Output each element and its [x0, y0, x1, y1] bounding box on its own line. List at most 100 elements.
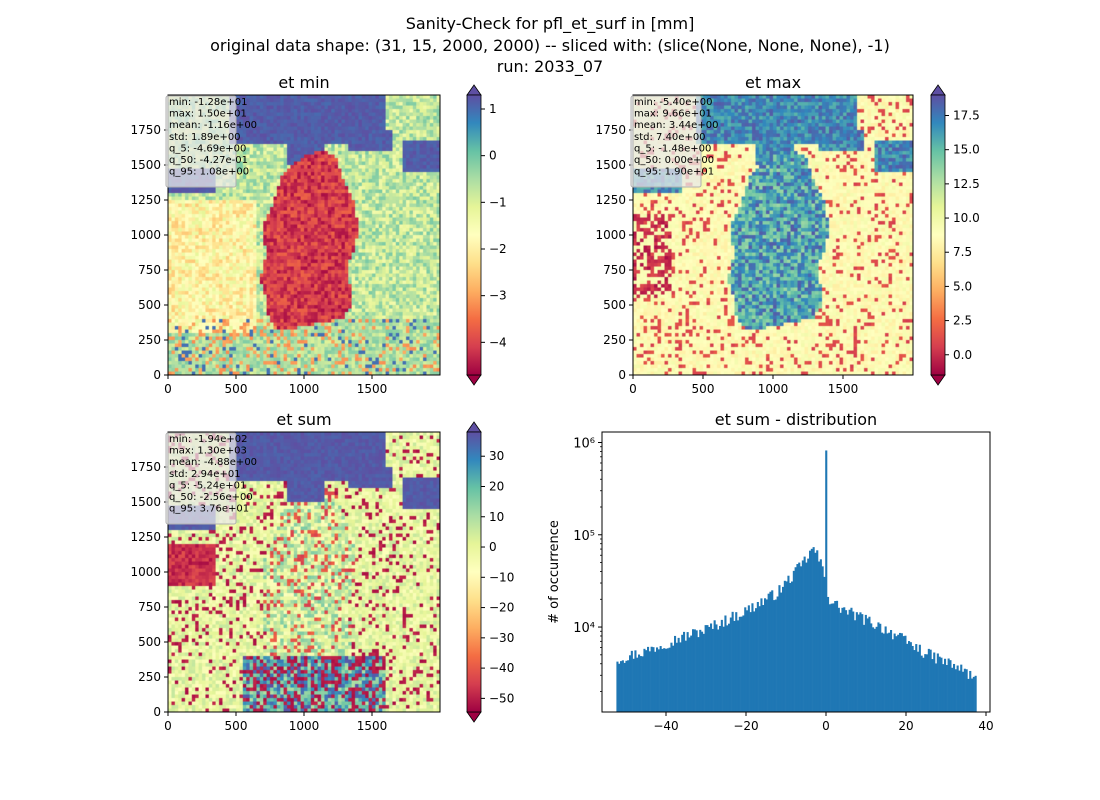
- histogram-frame: [601, 431, 991, 713]
- histogram-bar: [647, 646, 650, 712]
- histogram-ylabel: # of occurrence: [547, 520, 562, 624]
- histogram-bar: [908, 641, 911, 712]
- colorbar-tick-label: 0: [489, 149, 497, 163]
- x-tick-label: −20: [733, 719, 758, 733]
- histogram-bar: [942, 664, 945, 712]
- stats-line: min: -1.28e+01: [169, 97, 248, 108]
- colorbar-tick-label: −4: [489, 335, 507, 349]
- histogram-bar: [747, 605, 750, 712]
- histogram-bar: [823, 576, 826, 712]
- histogram-bar: [706, 625, 709, 712]
- histogram-bar: [938, 656, 941, 712]
- histogram-bar: [818, 561, 821, 712]
- stats-line: mean: -4.88e+00: [169, 457, 257, 468]
- histogram-bar: [634, 650, 637, 712]
- histogram-bar: [940, 657, 943, 712]
- histogram-bar: [857, 614, 860, 712]
- histogram-bar: [798, 562, 801, 712]
- stats-line: q_95: 3.76e+01: [169, 504, 249, 515]
- histogram-bar: [931, 659, 934, 712]
- y-tick-label: 1000: [595, 228, 626, 242]
- histogram-bar: [657, 649, 660, 712]
- histogram-bar: [821, 566, 824, 712]
- histogram-bar: [911, 645, 914, 712]
- histogram-bar: [690, 635, 693, 712]
- histogram-bar: [663, 648, 666, 712]
- histogram-bar: [873, 628, 876, 712]
- histogram-bar: [913, 650, 916, 712]
- y-tick-label: 250: [603, 333, 626, 347]
- y-tick-label: 1500: [130, 158, 161, 172]
- histogram-bar: [695, 630, 698, 712]
- histogram-bar: [782, 586, 785, 712]
- histogram-bar: [827, 596, 830, 712]
- histogram-bar: [839, 612, 842, 712]
- histogram-bar: [900, 633, 903, 712]
- histogram-bar: [904, 635, 907, 712]
- histogram-bar: [800, 566, 803, 712]
- histogram-bar: [629, 655, 632, 712]
- histogram-bar: [879, 623, 882, 712]
- histogram-bar: [756, 601, 759, 712]
- histogram-bar: [872, 627, 875, 712]
- stats-line: q_5: -1.48e+00: [634, 143, 711, 154]
- histogram-title: et sum - distribution: [715, 410, 877, 429]
- histogram-bar: [832, 603, 835, 712]
- x-tick-label: 1000: [758, 382, 789, 396]
- histogram-bar: [731, 611, 734, 712]
- histogram-bar: [868, 616, 871, 712]
- colorbar-tick-label: −2: [489, 242, 507, 256]
- histogram-bar: [630, 650, 633, 712]
- histogram-bar: [803, 556, 806, 712]
- colorbar-bar: [466, 94, 482, 376]
- histogram-bar: [693, 629, 696, 712]
- histogram-bar: [971, 678, 974, 712]
- x-tick-label: 0: [164, 719, 172, 733]
- histogram-bars: [616, 450, 977, 712]
- histogram-bar: [697, 637, 700, 712]
- histogram-bar: [625, 660, 628, 712]
- histogram-bar: [953, 663, 956, 712]
- histogram-bar: [701, 631, 704, 712]
- histogram-bar: [917, 651, 920, 712]
- histogram-bar: [807, 558, 810, 712]
- stats-box-background: [630, 95, 702, 188]
- histogram-bar: [751, 603, 754, 712]
- histogram-bar: [710, 623, 713, 712]
- stats-box-background: [165, 95, 237, 188]
- colorbar-tick-label: −10: [489, 570, 514, 584]
- histogram-bar: [648, 651, 651, 712]
- histogram-bar: [812, 547, 815, 712]
- y-tick-label: 1000: [130, 565, 161, 579]
- histogram-bar: [891, 639, 894, 712]
- histogram-bar: [861, 614, 864, 712]
- histogram-bar: [864, 614, 867, 712]
- histogram-bar: [713, 620, 716, 712]
- histogram-bar: [893, 633, 896, 712]
- heatmap-title: et max: [745, 73, 801, 92]
- histogram-bar: [888, 632, 891, 712]
- histogram-bar: [962, 671, 965, 712]
- histogram-bar: [787, 575, 790, 712]
- x-tick-label: −40: [653, 719, 678, 733]
- y-tick-label: 250: [138, 670, 161, 684]
- histogram-bar: [670, 642, 673, 712]
- x-tick-label: 40: [978, 719, 993, 733]
- histogram-bar: [656, 647, 659, 712]
- y-tick-label: 0: [153, 705, 161, 719]
- colorbar: 30 20 10 0 −10 −20 −30 −40 −50: [466, 421, 514, 723]
- stats-line: q_50: -2.56e+00: [169, 492, 253, 503]
- stats-box-background: [165, 432, 237, 525]
- colorbar-tick-label: −40: [489, 661, 514, 675]
- histogram-bar: [789, 582, 792, 712]
- histogram-bar: [882, 633, 885, 712]
- histogram-bar: [641, 656, 644, 712]
- y-tick-label: 1750: [595, 123, 626, 137]
- histogram-bar: [927, 648, 930, 712]
- histogram-bar: [828, 604, 831, 712]
- stats-line: std: 7.40e+00: [634, 132, 706, 143]
- histogram-bar: [769, 591, 772, 712]
- histogram-bar: [841, 607, 844, 712]
- colorbar-tick-label: 12.5: [953, 177, 980, 191]
